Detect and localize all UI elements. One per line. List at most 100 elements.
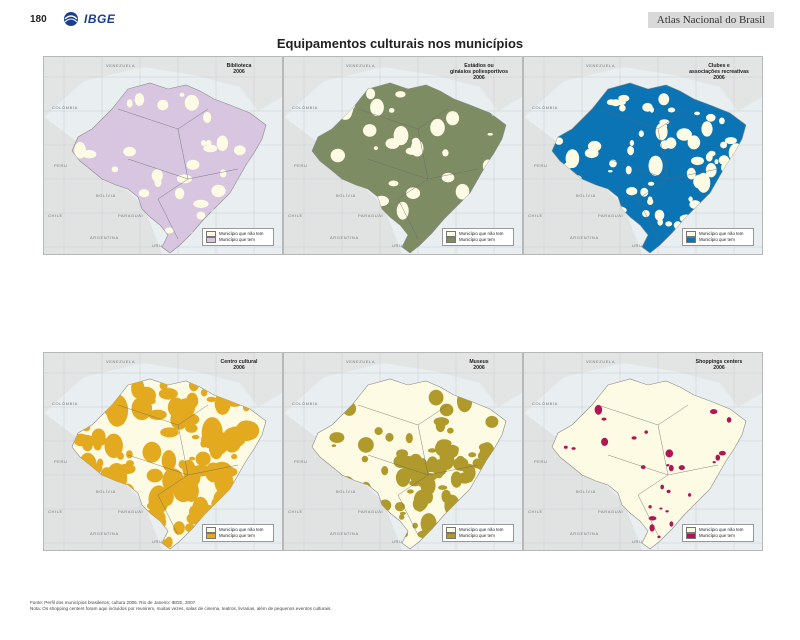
legend-label: Município que não tem [459,527,504,532]
brazil-territory [71,82,267,254]
footer: Fonte: Perfil dos municípios brasileiros… [30,600,332,612]
map-panel: VENEZUELA COLÔMBIA PERU BOLÍVIA PARAGUAI ARGE… [523,352,763,551]
country-label: PARAGUAI [358,213,383,218]
legend-row: Município que tem [206,533,270,539]
map-panel: VENEZUELA COLÔMBIA PERU BOLÍVIA PARAGUAI ARGE… [283,56,523,255]
legend-label: Município que tem [219,533,255,538]
map-title-line: 2006 [713,75,725,81]
map-title: Clubes e associações recreativas 2006 [684,63,754,81]
brazil-territory [311,82,507,254]
country-label: PARAGUAI [118,213,143,218]
country-label: CHILE [528,213,543,218]
country-label: CHILE [288,509,303,514]
legend-swatch [206,231,216,237]
atlas-title: Atlas Nacional do Brasil [648,12,774,28]
legend-row: Município que tem [446,533,510,539]
map-legend: Município que não tem Município que tem [442,524,514,542]
legend-row: Município que não tem [206,231,270,237]
legend-swatch [446,533,456,539]
map-legend: Município que não tem Município que tem [682,524,754,542]
country-label: BOLÍVIA [576,193,596,198]
country-label: BOLÍVIA [96,489,116,494]
brazil-map: VENEZUELA COLÔMBIA PERU BOLÍVIA PARAGUAI ARGE… [524,57,762,254]
map-title: Biblioteca 2006 [204,63,274,75]
brazil-map: VENEZUELA COLÔMBIA PERU BOLÍVIA PARAGUAI ARGE… [44,353,282,550]
country-label: PARAGUAI [598,509,623,514]
country-label: ARGENTINA [330,531,359,536]
brazil-map: VENEZUELA COLÔMBIA PERU BOLÍVIA PARAGUAI ARGE… [284,57,522,254]
map-title-line: ginásios poliesportivos [450,69,508,75]
country-label: COLÔMBIA [292,105,318,110]
country-label: ARGENTINA [330,235,359,240]
map-title-line: 2006 [233,365,245,371]
map-legend: Município que não tem Município que tem [202,228,274,246]
legend-row: Município que não tem [686,231,750,237]
brazil-map: VENEZUELA COLÔMBIA PERU BOLÍVIA PARAGUAI ARGE… [524,353,762,550]
country-label: VENEZUELA [346,63,375,68]
legend-swatch [686,533,696,539]
country-label: PERU [54,163,68,168]
legend-label: Município que tem [459,533,495,538]
legend-row: Município que tem [686,237,750,243]
legend-label: Município que não tem [459,231,504,236]
legend-label: Município que não tem [219,231,264,236]
map-title: Centro cultural 2006 [204,359,274,371]
country-label: BOLÍVIA [96,193,116,198]
page-title: Equipamentos culturais nos municípios [276,36,524,51]
map-title-line: 2006 [233,69,245,75]
country-label: BOLÍVIA [576,489,596,494]
map-title: Museus 2006 [444,359,514,371]
footnote: Nota: Os shopping centers foram aqui inc… [30,606,332,611]
country-label: PERU [534,459,548,464]
legend-label: Município que não tem [699,527,744,532]
map-title: Estádios ou ginásios poliesportivos 2006 [444,63,514,81]
legend-label: Município que tem [699,237,735,242]
legend-row: Município que não tem [446,231,510,237]
legend-swatch [206,237,216,243]
brazil-territory [551,378,747,550]
source-note: Fonte: Perfil dos municípios brasileiros… [30,600,197,605]
country-label: PARAGUAI [598,213,623,218]
legend-swatch [686,237,696,243]
map-title-line: 2006 [473,75,485,81]
country-label: PERU [54,459,68,464]
map-title-line: Centro cultural [220,359,258,365]
country-label: VENEZUELA [346,359,375,364]
country-label: COLÔMBIA [292,401,318,406]
country-label: CHILE [528,509,543,514]
country-label: ARGENTINA [570,531,599,536]
country-label: BOLÍVIA [336,489,356,494]
legend-swatch [446,527,456,533]
legend-label: Município que tem [459,237,495,242]
legend-label: Município que não tem [219,527,264,532]
country-label: PARAGUAI [118,509,143,514]
brazil-map: VENEZUELA COLÔMBIA PERU BOLÍVIA PARAGUAI ARGE… [44,57,282,254]
country-label: CHILE [48,213,63,218]
page-number: 180 [30,14,47,25]
map-title-line: Clubes e [708,63,730,69]
country-label: VENEZUELA [106,359,135,364]
country-label: COLÔMBIA [532,105,558,110]
country-label: VENEZUELA [106,63,135,68]
legend-row: Município que não tem [206,527,270,533]
legend-swatch [206,527,216,533]
legend-label: Município que não tem [699,231,744,236]
country-label: BOLÍVIA [336,193,356,198]
country-label: ARGENTINA [90,531,119,536]
country-label: ARGENTINA [90,235,119,240]
legend-swatch [686,527,696,533]
brazil-map: VENEZUELA COLÔMBIA PERU BOLÍVIA PARAGUAI ARGE… [284,353,522,550]
country-label: VENEZUELA [586,359,615,364]
map-panel: VENEZUELA COLÔMBIA PERU BOLÍVIA PARAGUAI ARGE… [283,352,523,551]
legend-row: Município que não tem [686,527,750,533]
country-label: PERU [294,459,308,464]
legend-swatch [206,533,216,539]
legend-row: Município que não tem [446,527,510,533]
country-label: COLÔMBIA [52,401,78,406]
country-label: ARGENTINA [570,235,599,240]
map-title-line: associações recreativas [689,69,749,75]
map-legend: Município que não tem Município que tem [682,228,754,246]
country-label: PERU [294,163,308,168]
country-label: PERU [534,163,548,168]
ibge-logo-icon [64,12,78,26]
